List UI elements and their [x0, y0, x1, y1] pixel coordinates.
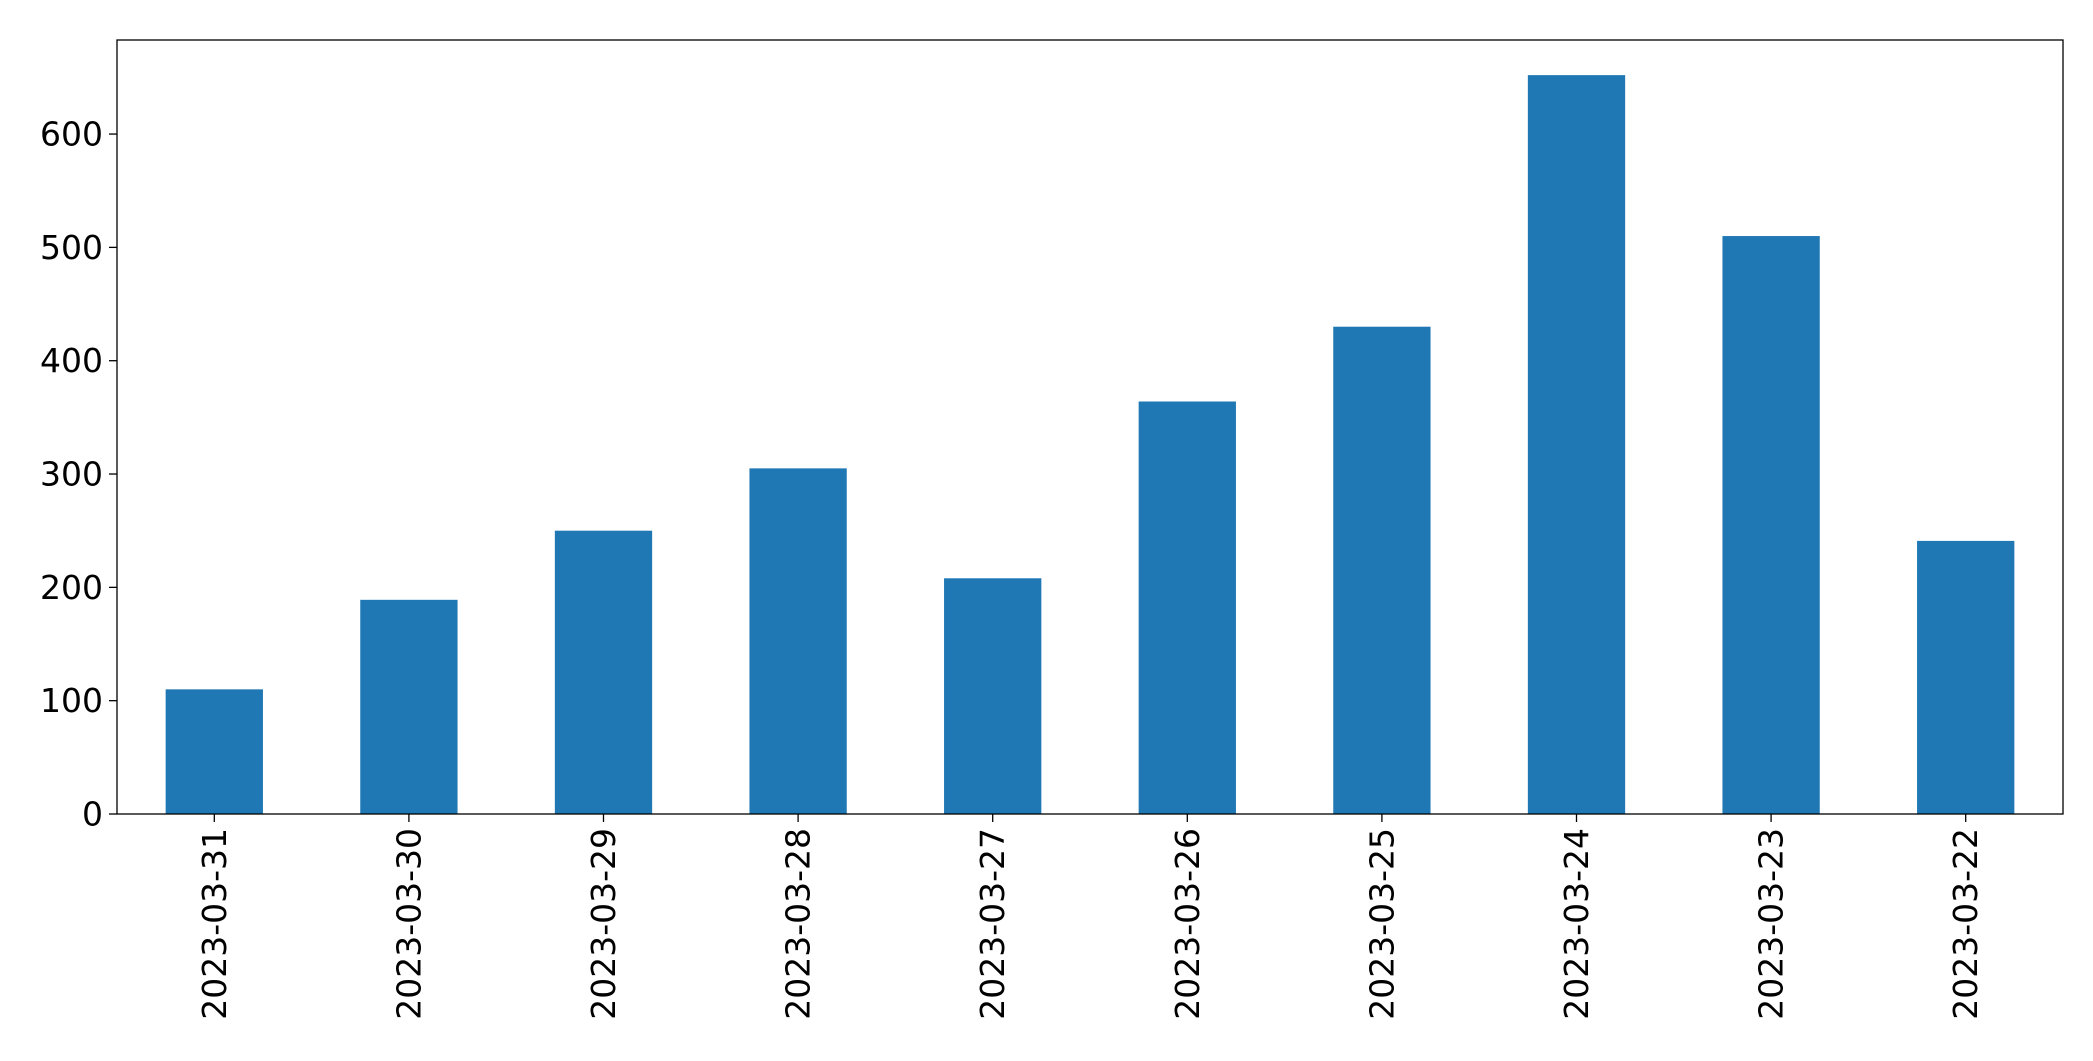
y-tick-label: 500	[40, 228, 103, 267]
x-tick-label: 2023-03-27	[973, 828, 1012, 1020]
bar-2023-03-30	[360, 599, 458, 814]
x-tick-label: 2023-03-31	[195, 828, 234, 1020]
y-axis: 0 100 200 300 400 500 600	[40, 115, 117, 834]
y-tick-label: 100	[40, 681, 103, 720]
y-tick-label: 0	[82, 795, 103, 834]
x-tick-label: 2023-03-26	[1168, 828, 1207, 1020]
x-tick-label: 2023-03-30	[389, 828, 428, 1020]
x-tick-label: 2023-03-28	[779, 828, 818, 1020]
bar-2023-03-29	[554, 530, 653, 814]
bar-2023-03-31	[165, 689, 263, 814]
bar-2023-03-27	[944, 578, 1042, 814]
plot-area-frame	[116, 39, 2064, 815]
x-tick-label: 2023-03-22	[1946, 828, 1985, 1020]
x-tick-label: 2023-03-29	[584, 828, 623, 1020]
bar-2023-03-25	[1333, 326, 1431, 814]
x-tick-label: 2023-03-24	[1557, 828, 1596, 1020]
x-tick-label: 2023-03-25	[1362, 828, 1401, 1020]
x-axis: 2023-03-31 2023-03-30 2023-03-29 2023-03-28…	[195, 814, 1985, 1020]
y-tick-label: 600	[40, 115, 103, 154]
y-tick-label: 400	[40, 341, 103, 380]
bar-2023-03-22	[1917, 540, 2015, 814]
bar-2023-03-23	[1722, 236, 1820, 814]
y-tick-label: 200	[40, 568, 103, 607]
bars-layer	[165, 75, 2015, 814]
bar-2023-03-26	[1138, 401, 1236, 814]
y-tick-label: 300	[40, 455, 103, 494]
bar-2023-03-24	[1527, 75, 1626, 814]
bar-2023-03-28	[749, 468, 847, 814]
x-tick-label: 2023-03-23	[1752, 828, 1791, 1020]
